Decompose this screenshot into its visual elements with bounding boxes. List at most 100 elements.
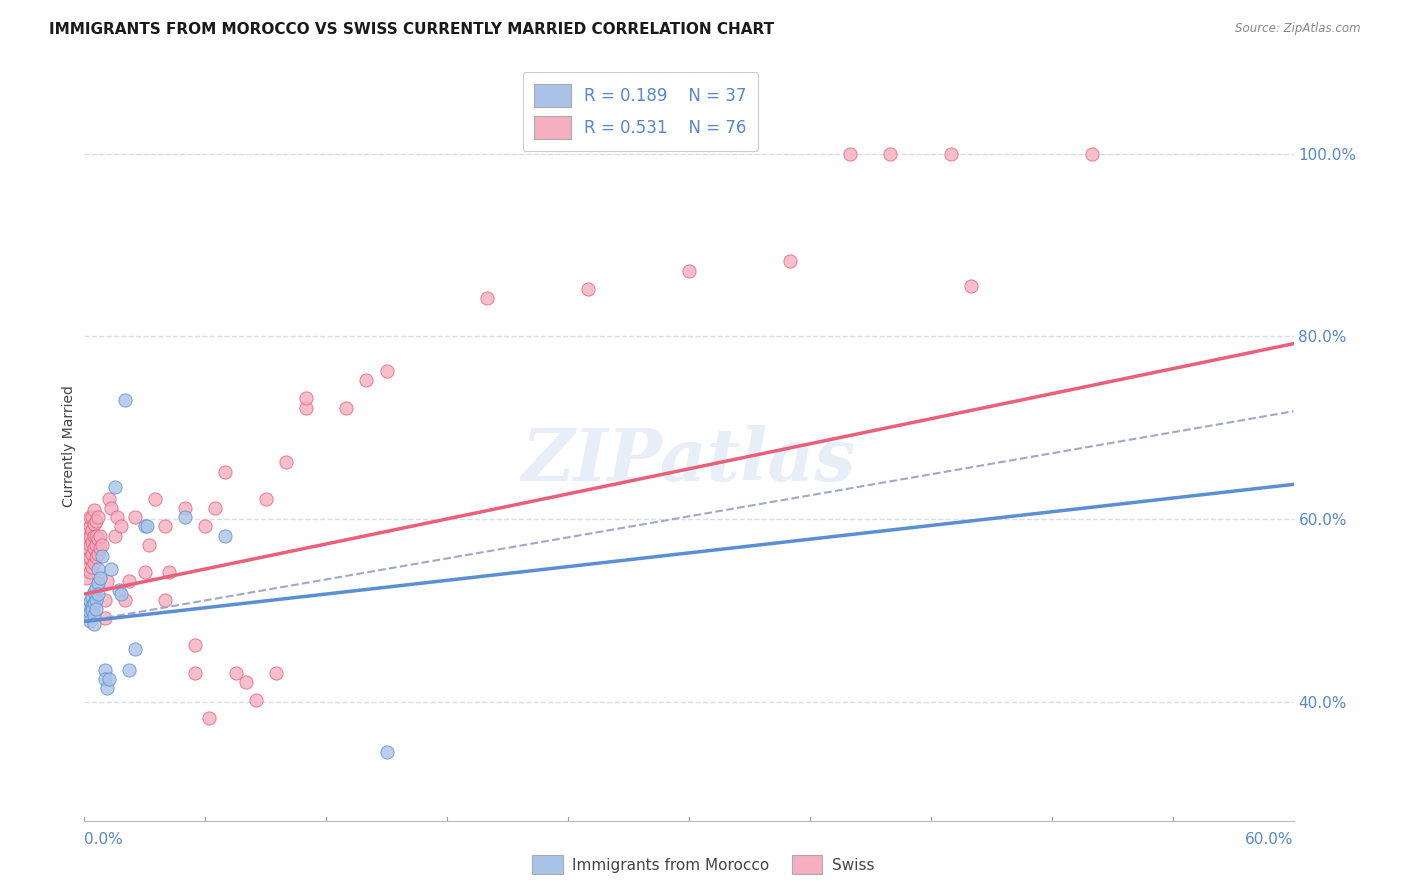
Point: [86, 601, 108, 615]
Point: [264, 665, 287, 680]
Point: [86, 528, 108, 542]
Point: [204, 501, 226, 516]
Point: [83, 556, 105, 570]
Point: [235, 674, 257, 689]
Point: [89, 528, 111, 542]
Point: [77, 550, 100, 565]
Point: [194, 519, 217, 533]
Point: [245, 693, 267, 707]
Point: [77, 541, 100, 556]
Point: [83, 541, 105, 556]
Point: [83, 503, 105, 517]
Point: [839, 146, 862, 161]
Point: [184, 665, 207, 680]
Point: [879, 146, 901, 161]
Point: [77, 608, 100, 623]
Point: [375, 364, 398, 378]
Point: [335, 401, 357, 415]
Point: [118, 663, 141, 677]
Point: [1081, 146, 1104, 161]
Point: [225, 665, 247, 680]
Point: [79, 538, 101, 552]
Point: [91, 538, 114, 552]
Point: [124, 641, 146, 656]
Point: [87, 532, 110, 546]
Point: [134, 565, 156, 579]
Point: [89, 572, 111, 586]
Legend: Immigrants from Morocco, Swiss: Immigrants from Morocco, Swiss: [526, 849, 880, 880]
Point: [83, 585, 105, 599]
Point: [87, 562, 110, 576]
Text: IMMIGRANTS FROM MOROCCO VS SWISS CURRENTLY MARRIED CORRELATION CHART: IMMIGRANTS FROM MOROCCO VS SWISS CURRENT…: [49, 22, 775, 37]
Point: [576, 282, 599, 296]
Point: [77, 599, 100, 613]
Point: [157, 565, 180, 579]
Point: [960, 279, 983, 293]
Point: [214, 528, 236, 542]
Point: [174, 510, 197, 524]
Point: [87, 587, 110, 601]
Point: [295, 401, 318, 415]
Point: [153, 592, 176, 607]
Point: [93, 611, 115, 625]
Point: [82, 590, 104, 604]
Point: [83, 516, 105, 531]
Point: [93, 672, 115, 686]
Point: [79, 594, 101, 608]
Point: [100, 501, 122, 516]
Point: [86, 581, 108, 595]
Point: [107, 583, 129, 598]
Point: [87, 576, 110, 591]
Point: [93, 592, 115, 607]
Point: [86, 538, 108, 552]
Point: [104, 480, 127, 494]
Point: [153, 519, 176, 533]
Point: [100, 562, 122, 576]
Point: [135, 519, 157, 533]
Text: Source: ZipAtlas.com: Source: ZipAtlas.com: [1236, 22, 1361, 36]
Point: [93, 663, 115, 677]
Point: [77, 532, 100, 546]
Point: [86, 514, 108, 528]
Point: [79, 615, 101, 629]
Point: [174, 501, 197, 516]
Point: [79, 528, 101, 542]
Text: 60.0%: 60.0%: [1246, 831, 1294, 847]
Point: [75, 603, 97, 617]
Point: [110, 519, 132, 533]
Point: [83, 528, 105, 542]
Point: [138, 538, 160, 552]
Point: [77, 521, 100, 535]
Point: [104, 528, 127, 542]
Point: [295, 392, 318, 406]
Point: [214, 465, 236, 479]
Point: [105, 510, 128, 524]
Point: [87, 510, 110, 524]
Point: [79, 605, 101, 619]
Point: [114, 393, 136, 408]
Point: [87, 547, 110, 561]
Point: [82, 603, 104, 617]
Point: [274, 455, 297, 469]
Point: [97, 491, 120, 506]
Point: [96, 681, 118, 695]
Point: [779, 254, 801, 268]
Point: [79, 519, 101, 533]
Point: [82, 510, 104, 524]
Point: [254, 491, 277, 506]
Point: [118, 574, 141, 589]
Point: [375, 745, 398, 759]
Legend: R = 0.189    N = 37, R = 0.531    N = 76: R = 0.189 N = 37, R = 0.531 N = 76: [523, 72, 758, 151]
Point: [939, 146, 962, 161]
Point: [678, 263, 700, 277]
Point: [83, 608, 105, 623]
Point: [143, 491, 166, 506]
Point: [477, 291, 499, 305]
Point: [356, 373, 378, 387]
Point: [124, 510, 146, 524]
Point: [75, 572, 97, 586]
Point: [79, 550, 101, 565]
Y-axis label: Currently Married: Currently Married: [62, 385, 76, 507]
Point: [134, 519, 156, 533]
Point: [82, 523, 104, 537]
